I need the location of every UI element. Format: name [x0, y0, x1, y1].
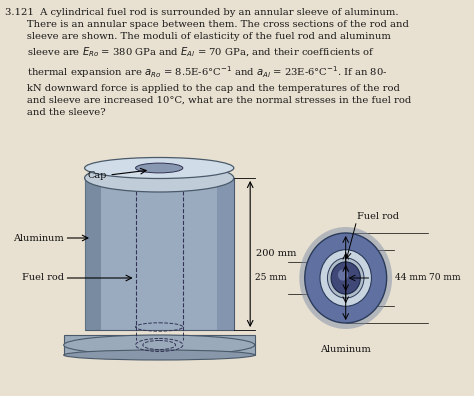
Text: 3.121  A cylindrical fuel rod is surrounded by an annular sleeve of aluminum.
  : 3.121 A cylindrical fuel rod is surround…	[5, 8, 411, 117]
Ellipse shape	[64, 350, 255, 360]
Text: 200 mm: 200 mm	[255, 249, 296, 259]
Text: 25 mm: 25 mm	[255, 274, 287, 282]
Ellipse shape	[328, 258, 364, 298]
Text: 44 mm: 44 mm	[395, 274, 427, 282]
Ellipse shape	[64, 335, 255, 355]
Text: Fuel rod: Fuel rod	[356, 212, 399, 221]
Polygon shape	[84, 178, 101, 330]
Ellipse shape	[338, 269, 348, 281]
Polygon shape	[84, 178, 234, 330]
Text: Aluminum: Aluminum	[13, 234, 64, 242]
Ellipse shape	[136, 163, 183, 173]
Ellipse shape	[331, 262, 360, 294]
Ellipse shape	[299, 227, 392, 329]
Ellipse shape	[305, 233, 387, 323]
Polygon shape	[218, 178, 234, 330]
Ellipse shape	[320, 250, 372, 306]
Text: Cap: Cap	[88, 171, 107, 179]
Polygon shape	[64, 335, 255, 355]
Ellipse shape	[84, 164, 234, 192]
Text: Aluminum: Aluminum	[320, 345, 371, 354]
Ellipse shape	[84, 158, 234, 179]
Text: Fuel rod: Fuel rod	[22, 274, 64, 282]
Text: 70 mm: 70 mm	[429, 274, 461, 282]
